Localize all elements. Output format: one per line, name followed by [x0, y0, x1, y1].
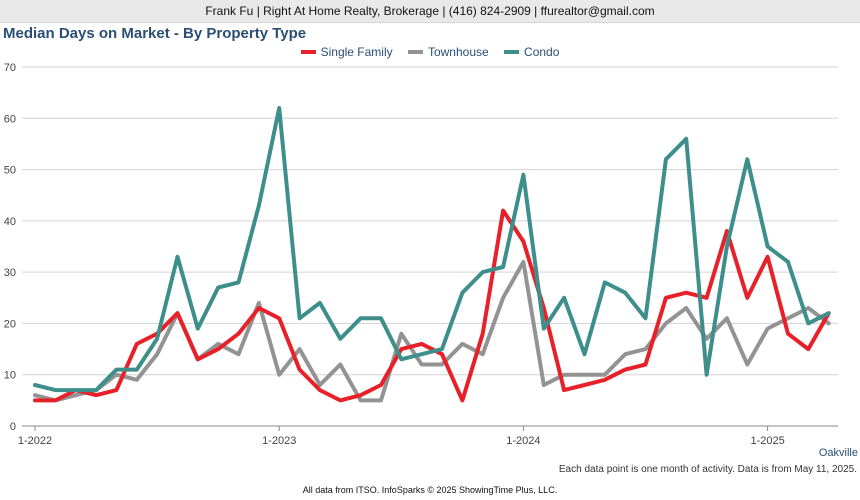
chart-grid: [22, 66, 838, 427]
y-tick-label: 50: [4, 165, 16, 177]
legend-swatch-townhouse: [407, 49, 423, 54]
x-tick-label: 1-2024: [506, 435, 540, 447]
data-note: Each data point is one month of activity…: [558, 464, 857, 475]
legend-label-single-family: Single Family: [320, 45, 393, 59]
x-tick-label: 1-2022: [18, 435, 52, 447]
chart-legend: Single Family Townhouse Condo: [0, 45, 860, 59]
x-tick-label: 1-2023: [262, 435, 296, 447]
chart-title: Median Days on Market - By Property Type: [3, 25, 307, 42]
chart-series: [33, 106, 831, 403]
legend-item-single-family[interactable]: Single Family: [300, 45, 393, 59]
x-axis-ticks: 1-2022 1-2023 1-2024 1-2025: [18, 426, 785, 447]
y-tick-label: 10: [4, 370, 16, 382]
legend-swatch-condo: [504, 49, 520, 54]
legend-item-condo[interactable]: Condo: [504, 45, 559, 59]
header-contact: Frank Fu | Right At Home Realty, Brokera…: [0, 0, 860, 23]
legend-label-townhouse: Townhouse: [427, 45, 489, 59]
legend-label-condo: Condo: [524, 45, 560, 59]
region-label: Oakville: [818, 447, 858, 459]
y-tick-label: 70: [4, 62, 16, 74]
series-line-condo[interactable]: [33, 106, 831, 393]
y-tick-label: 30: [4, 267, 16, 279]
y-tick-label: 20: [4, 318, 16, 330]
y-axis-ticks: 0 10 20 30 40 50 60 70: [4, 62, 16, 433]
y-tick-label: 60: [4, 113, 16, 125]
series-line-single-family[interactable]: [33, 208, 831, 403]
x-tick-label: 1-2025: [750, 435, 784, 447]
series-line-townhouse[interactable]: [33, 259, 831, 403]
y-tick-label: 40: [4, 216, 16, 228]
footer-credit: All data from ITSO. InfoSparks © 2025 Sh…: [302, 485, 558, 495]
legend-item-townhouse[interactable]: Townhouse: [407, 45, 489, 59]
legend-swatch-single-family: [300, 49, 316, 54]
y-tick-label: 0: [10, 421, 16, 433]
